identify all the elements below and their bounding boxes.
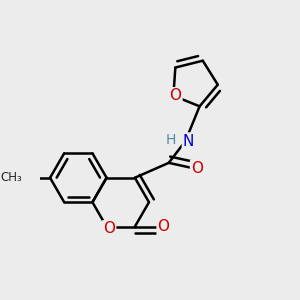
Text: N: N <box>183 134 194 148</box>
Text: CH₃: CH₃ <box>0 171 22 184</box>
Text: O: O <box>191 161 203 176</box>
Text: O: O <box>158 219 169 234</box>
Text: O: O <box>103 221 115 236</box>
Text: O: O <box>169 88 181 103</box>
Text: H: H <box>165 133 176 147</box>
